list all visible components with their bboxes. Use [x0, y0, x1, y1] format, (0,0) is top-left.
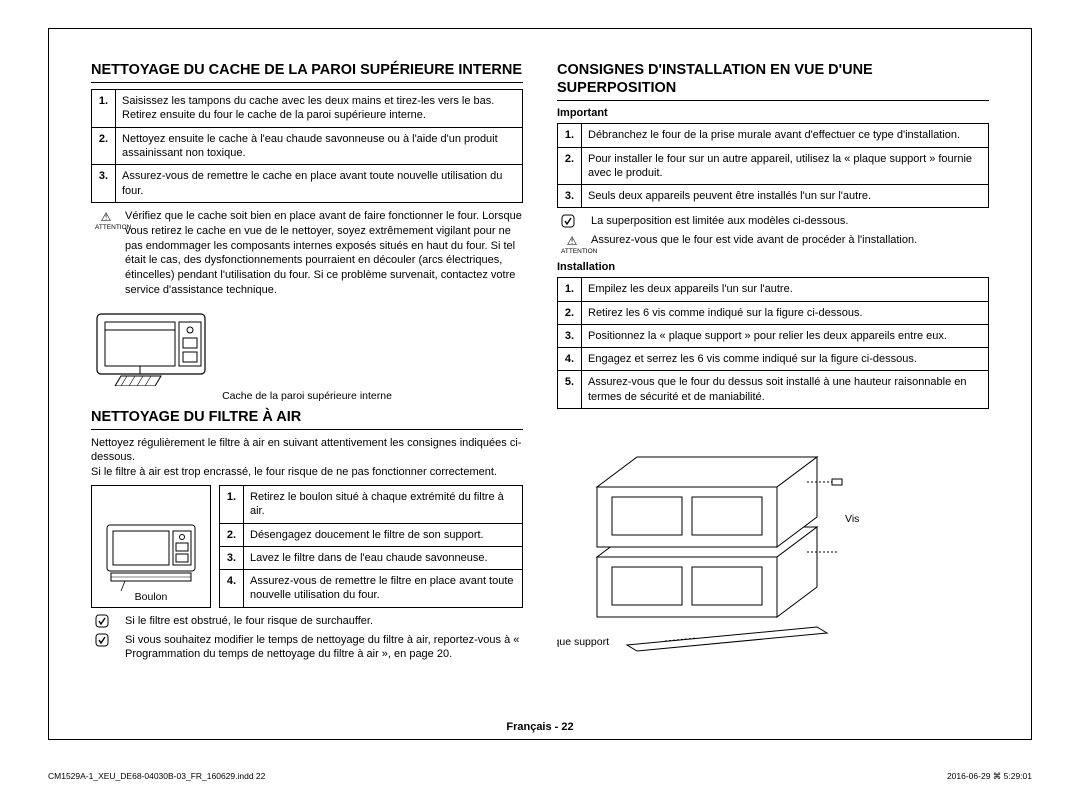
section2-steps-table: 1.Retirez le boulon situé à chaque extré… — [219, 485, 523, 608]
attention-icon: ⚠ATTENTION — [561, 233, 583, 257]
attention-text: Vérifiez que le cache soit bien en place… — [125, 209, 523, 298]
imprint-file: CM1529A-1_XEU_DE68-04030B-03_FR_160629.i… — [48, 771, 265, 782]
figure-oven-cover: Cache de la paroi supérieure interne — [91, 308, 523, 402]
table-row: 2.Retirez les 6 vis comme indiqué sur la… — [558, 301, 989, 324]
note-icon — [95, 614, 117, 629]
cell: Nettoyez ensuite le cache à l'eau chaude… — [116, 127, 523, 165]
table-row: 2.Nettoyez ensuite le cache à l'eau chau… — [92, 127, 523, 165]
section1-title: NETTOYAGE DU CACHE DE LA PAROI SUPÉRIEUR… — [91, 61, 523, 83]
table-row: 3.Positionnez la « plaque support » pour… — [558, 324, 989, 347]
note-icon — [561, 214, 583, 229]
installation-label: Installation — [557, 261, 989, 273]
figure-stacked-ovens: Vis Plaque support — [557, 427, 989, 657]
section2-title: NETTOYAGE DU FILTRE À AIR — [91, 408, 523, 430]
note1-row: Si le filtre est obstrué, le four risque… — [95, 614, 523, 629]
label-vis: Vis — [845, 513, 859, 525]
imprint-timestamp: 2016-06-29 ⌘ 5:29:01 — [947, 771, 1032, 782]
filter-block: Boulon 1.Retirez le boulon situé à chaqu… — [91, 485, 523, 608]
cell: Lavez le filtre dans de l'eau chaude sav… — [244, 546, 523, 569]
attention-text-right: Assurez-vous que le four est vide avant … — [591, 233, 989, 257]
cell: Positionnez la « plaque support » pour r… — [582, 324, 989, 347]
important-steps-table: 1.Débranchez le four de la prise murale … — [557, 123, 989, 208]
table-row: 1.Débranchez le four de la prise murale … — [558, 124, 989, 147]
note-icon — [95, 633, 117, 663]
cell: Engagez et serrez les 6 vis comme indiqu… — [582, 348, 989, 371]
cell: Retirez le boulon situé à chaque extrémi… — [244, 485, 523, 523]
cell: Assurez-vous de remettre le filtre en pl… — [244, 570, 523, 608]
cell: Saisissez les tampons du cache avec les … — [116, 90, 523, 128]
section2-intro: Nettoyez régulièrement le filtre à air e… — [91, 436, 523, 479]
figure-filter: Boulon — [91, 485, 211, 608]
table-row: 4.Assurez-vous de remettre le filtre en … — [220, 570, 523, 608]
table-row: 3.Assurez-vous de remettre le cache en p… — [92, 165, 523, 203]
right-title: CONSIGNES D'INSTALLATION EN VUE D'UNE SU… — [557, 61, 989, 101]
attention-note: ⚠ATTENTION Vérifiez que le cache soit bi… — [95, 209, 523, 298]
note-row: La superposition est limitée aux modèles… — [561, 214, 989, 229]
installation-steps-table: 1.Empilez les deux appareils l'un sur l'… — [557, 277, 989, 409]
table-row: 1.Retirez le boulon situé à chaque extré… — [220, 485, 523, 523]
footer-lang: Français — [506, 721, 551, 733]
important-label: Important — [557, 107, 989, 119]
table-row: 1.Saisissez les tampons du cache avec le… — [92, 90, 523, 128]
note2-row: Si vous souhaitez modifier le temps de n… — [95, 633, 523, 663]
table-row: 3.Seuls deux appareils peuvent être inst… — [558, 185, 989, 208]
table-row: 4.Engagez et serrez les 6 vis comme indi… — [558, 348, 989, 371]
cell: Désengagez doucement le filtre de son su… — [244, 523, 523, 546]
attention-icon: ⚠ATTENTION — [95, 209, 117, 298]
attention-row-right: ⚠ATTENTION Assurez-vous que le four est … — [561, 233, 989, 257]
figure-caption: Cache de la paroi supérieure interne — [91, 390, 523, 402]
note1-text: Si le filtre est obstrué, le four risque… — [125, 614, 523, 629]
cell: Pour installer le four sur un autre appa… — [582, 147, 989, 185]
table-row: 2.Désengagez doucement le filtre de son … — [220, 523, 523, 546]
note2-text: Si vous souhaitez modifier le temps de n… — [125, 633, 523, 663]
footer-page: 22 — [561, 721, 573, 733]
cell: Assurez-vous que le four du dessus soit … — [582, 371, 989, 409]
table-row: 5.Assurez-vous que le four du dessus soi… — [558, 371, 989, 409]
figure-filter-label: Boulon — [135, 591, 168, 603]
cell: Seuls deux appareils peuvent être instal… — [582, 185, 989, 208]
page-footer: Français - 22 — [49, 721, 1031, 733]
right-column: CONSIGNES D'INSTALLATION EN VUE D'UNE SU… — [557, 61, 989, 729]
cell: Débranchez le four de la prise murale av… — [582, 124, 989, 147]
note-text: La superposition est limitée aux modèles… — [591, 214, 989, 229]
table-row: 2.Pour installer le four sur un autre ap… — [558, 147, 989, 185]
cell: Retirez les 6 vis comme indiqué sur la f… — [582, 301, 989, 324]
page-frame: NETTOYAGE DU CACHE DE LA PAROI SUPÉRIEUR… — [48, 28, 1032, 740]
imprint-line: CM1529A-1_XEU_DE68-04030B-03_FR_160629.i… — [48, 771, 1032, 782]
section1-steps-table: 1.Saisissez les tampons du cache avec le… — [91, 89, 523, 203]
label-plaque: Plaque support — [557, 636, 609, 648]
left-column: NETTOYAGE DU CACHE DE LA PAROI SUPÉRIEUR… — [91, 61, 523, 729]
table-row: 1.Empilez les deux appareils l'un sur l'… — [558, 278, 989, 301]
table-row: 3.Lavez le filtre dans de l'eau chaude s… — [220, 546, 523, 569]
cell: Assurez-vous de remettre le cache en pla… — [116, 165, 523, 203]
cell: Empilez les deux appareils l'un sur l'au… — [582, 278, 989, 301]
